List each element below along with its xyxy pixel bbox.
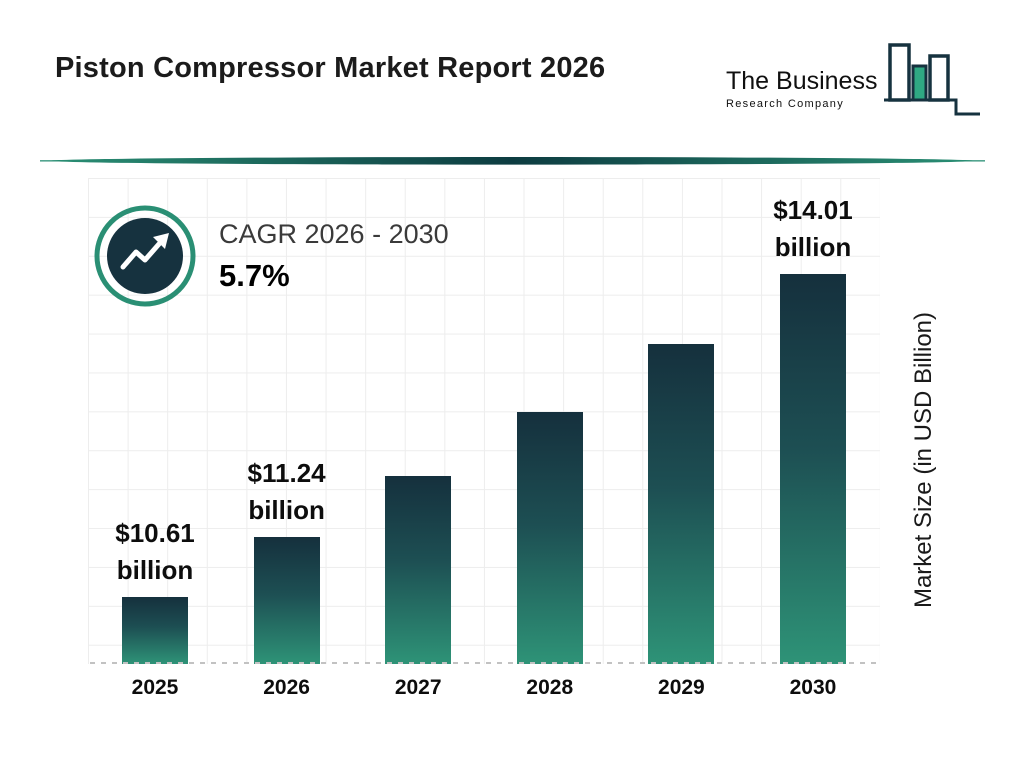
x-axis-label-2026: 2026 [263,676,310,699]
bar-2026 [253,537,320,664]
x-axis-label-2025: 2025 [131,676,179,699]
header-divider [40,157,985,165]
bar-2025 [122,597,188,664]
x-axis-label-2028: 2028 [526,676,574,699]
company-logo-subtitle: Research Company [726,97,845,110]
bar-column-2029 [648,178,715,664]
bar-2030 [779,274,846,664]
x-axis-baseline [90,662,878,664]
y-axis-label: Market Size (in USD Billion) [910,311,937,609]
bars-row: $10.61 billion $11.24 billion $14.01 billion [88,178,880,664]
bar-2028 [516,412,583,664]
x-axis-label-2030: 2030 [789,676,837,699]
bar-2027 [385,476,452,664]
bar-chart: $10.61 billion $11.24 billion $14.01 billion [88,178,880,664]
bar-2029 [648,344,715,664]
bar-value-label-2025: $10.61 billion [115,518,195,585]
bar-column-2030: $14.01 billion [773,178,853,664]
cagr-value: 5.7% [219,257,290,293]
cagr-trend-icon [94,205,196,307]
bar-column-2028 [516,178,583,664]
bar-column-2027 [385,178,452,664]
logo-bar-chart-icon [884,43,981,116]
bar-value-label-2030: $14.01 billion [773,195,853,262]
cagr-text: CAGR 2026 - 2030 5.7% [219,219,449,294]
bar-value-label-2026: $11.24 billion [247,458,326,525]
page-title: Piston Compressor Market Report 2026 [55,52,606,84]
cagr-label: CAGR 2026 - 2030 [219,218,449,249]
x-axis-labels: 2025 2026 2027 2028 2029 2030 [88,676,880,700]
company-logo-text: The Business Research Company [726,67,878,110]
cagr-badge: CAGR 2026 - 2030 5.7% [93,204,449,308]
x-axis-label-2029: 2029 [658,676,705,699]
company-logo-name: The Business [726,67,878,95]
company-logo: The Business Research Company [726,42,982,120]
bar-column-2026: $11.24 billion [248,178,326,664]
bar-column-2025: $10.61 billion [115,178,195,664]
x-axis-label-2027: 2027 [394,676,442,699]
